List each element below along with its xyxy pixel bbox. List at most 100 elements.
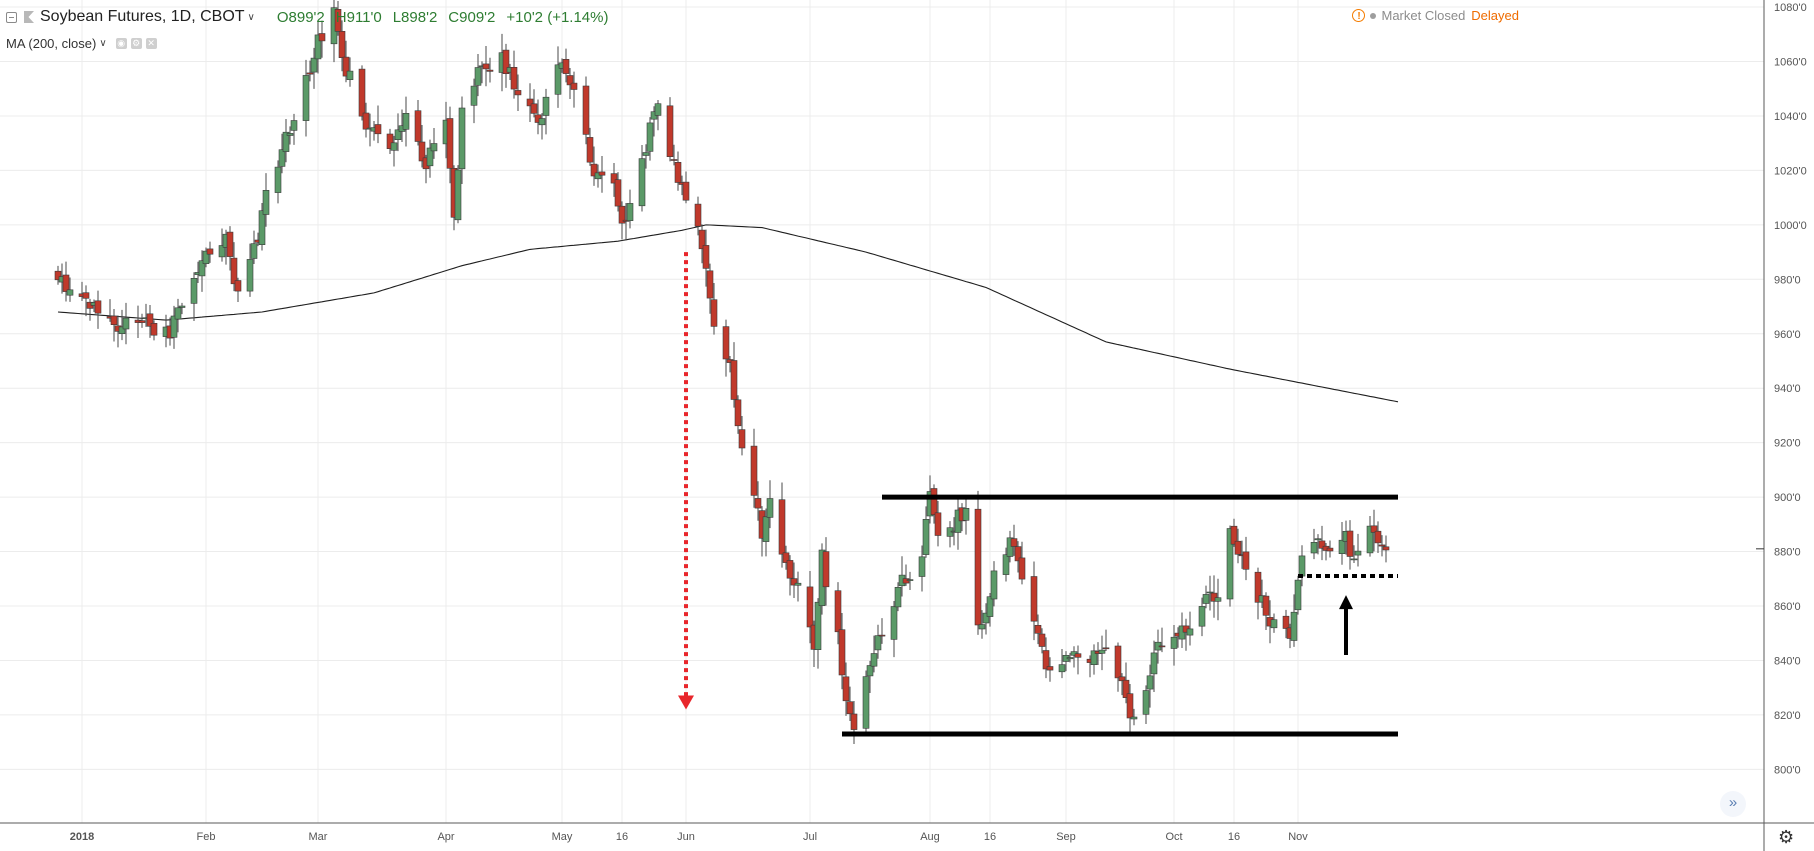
x-tick-label: Mar — [309, 831, 328, 843]
candle-down — [1074, 653, 1082, 658]
candle-up — [190, 277, 198, 304]
candle-up — [454, 169, 462, 221]
candle-down — [730, 360, 738, 400]
x-tick-label: Sep — [1056, 831, 1076, 843]
candle-up — [426, 147, 434, 167]
candle-down — [510, 67, 518, 90]
candle-down — [1038, 633, 1046, 647]
candle-down — [590, 163, 598, 177]
candle-up — [278, 149, 286, 167]
candles — [54, 0, 1390, 745]
candle-down — [666, 105, 674, 158]
candle-up — [814, 601, 822, 651]
candle-down — [226, 231, 234, 257]
y-tick-label: 860'0 — [1774, 601, 1801, 613]
candle-down — [418, 141, 426, 162]
x-tick-label: Aug — [920, 831, 940, 843]
candle-down — [342, 56, 350, 77]
candle-up — [310, 57, 318, 73]
candle-down — [306, 72, 314, 75]
candle-up — [594, 172, 602, 180]
candle-down — [974, 508, 982, 626]
candle-up — [470, 85, 478, 106]
close-icon[interactable]: ✕ — [145, 38, 157, 49]
x-tick-label: 16 — [1228, 831, 1240, 843]
candle-down — [754, 498, 762, 509]
candle-up — [762, 516, 770, 542]
double-chevron-right-icon[interactable]: » — [1720, 791, 1746, 817]
candle-down — [934, 512, 942, 536]
candle-up — [458, 107, 466, 170]
candle-up — [1066, 657, 1074, 660]
candle-down — [362, 112, 370, 130]
candle-down — [358, 68, 366, 117]
candle-down — [1378, 544, 1386, 547]
chevron-down-icon[interactable]: ∨ — [247, 11, 255, 23]
y-tick-label: 880'0 — [1774, 547, 1801, 559]
candle-up — [250, 243, 258, 259]
candle-down — [670, 159, 678, 161]
indicator-title[interactable]: MA (200, close) — [6, 36, 97, 51]
flag-icon[interactable] — [24, 11, 34, 23]
minus-square-icon[interactable] — [6, 11, 17, 23]
candle-down — [482, 63, 490, 70]
candle-up — [962, 507, 970, 521]
x-tick-label: Jun — [677, 831, 695, 843]
candle-up — [66, 289, 74, 296]
candle-up — [1366, 525, 1374, 554]
candle-up — [1090, 650, 1098, 665]
moving-average-line — [57, 224, 1399, 403]
candle-up — [874, 635, 882, 651]
candle-up — [626, 203, 634, 221]
candle-down — [374, 124, 382, 135]
status-dot-icon — [1370, 12, 1377, 19]
warning-icon[interactable]: ! — [1352, 9, 1366, 22]
candle-down — [1034, 624, 1042, 634]
y-tick-label: 840'0 — [1774, 655, 1801, 667]
eye-icon[interactable]: ◉ — [115, 38, 127, 49]
candle-up — [198, 260, 206, 277]
candle-up — [170, 315, 178, 338]
candle-down — [610, 173, 618, 184]
candle-up — [390, 142, 398, 151]
settings-icon[interactable]: ⚙ — [130, 38, 142, 49]
candle-up — [922, 518, 930, 555]
market-status-label: Market Closed — [1381, 8, 1466, 23]
candle-up — [1270, 619, 1278, 629]
candle-up — [178, 305, 186, 308]
candle-down — [1014, 546, 1022, 562]
candle-down — [694, 203, 702, 227]
candle-down — [698, 229, 706, 250]
candle-down — [750, 445, 758, 496]
candle-down — [1382, 546, 1390, 551]
candle-down — [1374, 530, 1382, 544]
candle-down — [618, 205, 626, 224]
projection-arrow-head — [678, 695, 694, 710]
x-tick-label: Feb — [197, 831, 216, 843]
candle-up — [174, 307, 182, 320]
candle-up — [906, 579, 914, 581]
candle-down — [1210, 592, 1218, 602]
chevron-down-icon[interactable]: ∨ — [99, 38, 107, 49]
x-tick-label: 16 — [984, 831, 996, 843]
candle-down — [782, 552, 790, 563]
delayed-label[interactable]: Delayed — [1471, 8, 1519, 23]
candle-down — [842, 676, 850, 702]
candle-up — [1206, 591, 1214, 594]
candle-up — [918, 556, 926, 577]
candle-down — [1254, 571, 1262, 603]
candle-up — [1058, 664, 1066, 673]
symbol-title[interactable]: Soybean Futures, 1D, CBOT — [40, 8, 245, 25]
candle-down — [1230, 525, 1238, 545]
candle-up — [866, 665, 874, 677]
candle-up — [1186, 628, 1194, 636]
y-tick-label: 920'0 — [1774, 438, 1801, 450]
candle-down — [110, 315, 118, 325]
candle-up — [346, 70, 354, 80]
close-value: C909'2 — [448, 8, 496, 26]
candle-down — [230, 257, 238, 285]
candle-down — [562, 58, 570, 74]
gear-icon[interactable]: ⚙ — [1778, 827, 1795, 847]
